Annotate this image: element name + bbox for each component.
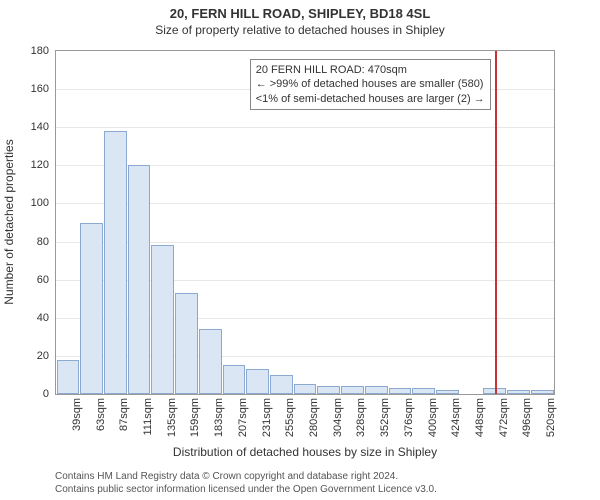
bar <box>317 386 340 394</box>
bar <box>294 384 317 394</box>
bar <box>531 390 554 394</box>
bar <box>175 293 198 394</box>
y-tick: 20 <box>19 350 49 362</box>
x-tick: 376sqm <box>403 398 415 437</box>
x-tick: 496sqm <box>521 398 533 437</box>
bar <box>151 245 174 394</box>
bar <box>80 223 103 395</box>
x-tick: 159sqm <box>189 398 201 437</box>
x-tick: 424sqm <box>450 398 462 437</box>
reference-line <box>495 51 497 394</box>
x-tick: 520sqm <box>545 398 557 437</box>
bar <box>57 360 80 394</box>
y-tick: 100 <box>19 197 49 209</box>
y-tick: 120 <box>19 159 49 171</box>
bar <box>246 369 269 394</box>
x-tick: 207sqm <box>237 398 249 437</box>
annotation-line: 20 FERN HILL ROAD: 470sqm <box>256 63 485 77</box>
annotation-line: ← >99% of detached houses are smaller (5… <box>256 77 485 91</box>
bar <box>128 165 151 394</box>
x-tick: 352sqm <box>379 398 391 437</box>
histogram-chart: Number of detached properties 20 FERN HI… <box>55 50 590 420</box>
y-tick: 0 <box>19 388 49 400</box>
plot-area: 20 FERN HILL ROAD: 470sqm← >99% of detac… <box>55 50 555 395</box>
bar <box>104 131 127 394</box>
y-tick: 80 <box>19 236 49 248</box>
y-tick: 160 <box>19 83 49 95</box>
bar <box>199 329 222 394</box>
bar <box>341 386 364 394</box>
y-tick: 140 <box>19 121 49 133</box>
bar <box>389 388 412 394</box>
bar <box>270 375 293 394</box>
annotation-box: 20 FERN HILL ROAD: 470sqm← >99% of detac… <box>250 59 491 110</box>
x-tick: 328sqm <box>355 398 367 437</box>
x-tick: 448sqm <box>474 398 486 437</box>
annotation-line: <1% of semi-detached houses are larger (… <box>256 92 485 106</box>
x-tick: 231sqm <box>261 398 273 437</box>
x-tick: 183sqm <box>213 398 225 437</box>
x-tick: 280sqm <box>308 398 320 437</box>
x-tick: 39sqm <box>71 398 83 431</box>
x-tick: 87sqm <box>118 398 130 431</box>
bar <box>223 365 246 394</box>
bar <box>412 388 435 394</box>
bar <box>507 390 530 394</box>
y-tick: 180 <box>19 45 49 57</box>
y-axis-label: Number of detached properties <box>2 139 16 304</box>
x-tick: 135sqm <box>166 398 178 437</box>
x-tick: 63sqm <box>95 398 107 431</box>
bar <box>436 390 459 394</box>
bar <box>365 386 388 394</box>
footer-copyright-2: Contains public sector information licen… <box>55 484 437 495</box>
page-title: 20, FERN HILL ROAD, SHIPLEY, BD18 4SL <box>0 0 600 21</box>
x-tick: 304sqm <box>332 398 344 437</box>
x-axis-label: Distribution of detached houses by size … <box>55 445 555 459</box>
y-tick: 60 <box>19 274 49 286</box>
y-tick: 40 <box>19 312 49 324</box>
x-tick: 255sqm <box>284 398 296 437</box>
x-tick: 111sqm <box>142 398 154 436</box>
x-tick: 400sqm <box>427 398 439 437</box>
page-subtitle: Size of property relative to detached ho… <box>0 21 600 37</box>
footer-copyright-1: Contains HM Land Registry data © Crown c… <box>55 471 398 482</box>
x-tick: 472sqm <box>498 398 510 437</box>
